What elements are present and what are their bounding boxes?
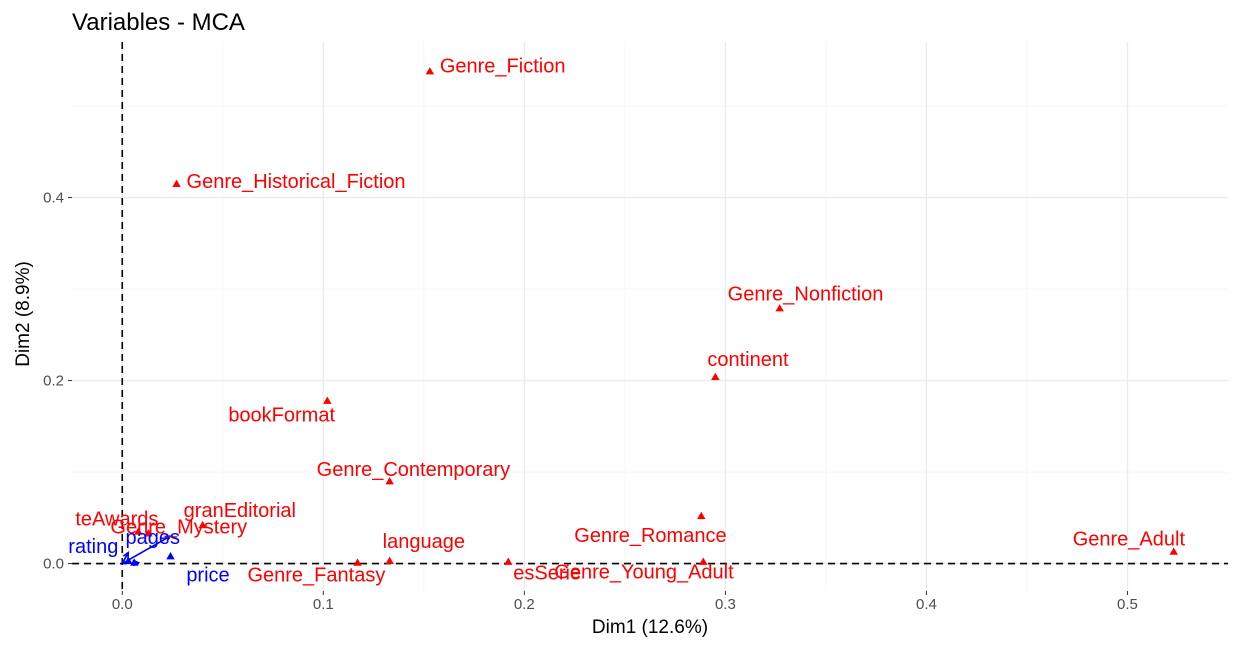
point-label: teAwards [75,509,158,531]
y-tick-label: 0.4 [43,190,64,207]
y-tick-label: 0.0 [43,556,64,573]
supplementary-arrow-head [164,535,173,542]
x-tick-label: 0.0 [112,596,133,613]
point-label: Genre_Adult [1073,529,1186,551]
point-marker [385,477,394,485]
point-marker [697,511,706,520]
point-label: Genre_Fantasy [247,565,385,587]
x-tick-label: 0.4 [916,596,937,613]
supplementary-arrow [121,535,171,565]
point-label: price [186,565,229,587]
point-label: esSerie [513,563,581,585]
point-marker [1169,547,1178,555]
point-marker [172,179,181,187]
point-label: granEditorial [184,500,296,522]
point-label: rating [68,536,118,558]
point-marker [425,67,435,75]
point-marker [504,557,513,565]
point-label: bookFormat [228,405,335,427]
point-marker [699,557,708,565]
point-marker [775,304,784,312]
data-points [124,67,1178,566]
reference-lines [72,42,1228,591]
point-label: pages [126,527,181,549]
point-label: Genre_Romance [574,525,726,547]
point-label: language [383,531,465,553]
point-label: Genre_Fiction [440,55,566,77]
point-label: continent [707,349,789,371]
point-marker [198,520,207,529]
point-label: Genre_Historical_Fiction [187,171,406,193]
axis-ticks: 0.0 0.1 0.2 0.3 0.4 0.5 0.0 0.2 0.4 [43,190,1138,613]
x-tick-label: 0.2 [514,596,535,613]
supplementary-arrow-head [122,550,130,559]
point-label: Genre_Young_Adult [554,562,734,584]
x-tick-label: 0.3 [715,596,736,613]
point-marker [166,552,175,560]
point-labels: Genre_Fiction Genre_Historical_Fiction Gen… [68,55,1185,586]
chart-title: Variables - MCA [72,9,245,36]
point-marker [711,372,720,381]
grid [72,42,1228,591]
point-label: Genre_Mystery [110,516,247,538]
point-marker [144,529,153,537]
x-axis-title: Dim1 (12.6%) [592,617,708,638]
point-marker [134,527,143,535]
y-axis-title: Dim2 (8.9%) [13,261,34,367]
x-tick-label: 0.1 [313,596,334,613]
point-label: Genre_Contemporary [317,459,510,481]
supplementary-arrow [121,552,129,564]
x-tick-label: 0.5 [1117,596,1138,613]
y-tick-label: 0.2 [43,373,64,390]
point-marker [323,396,332,404]
point-marker [353,558,362,566]
point-marker [124,556,133,564]
point-marker [130,558,139,566]
point-label: Genre_Nonfiction [728,283,884,305]
point-marker [385,556,394,564]
